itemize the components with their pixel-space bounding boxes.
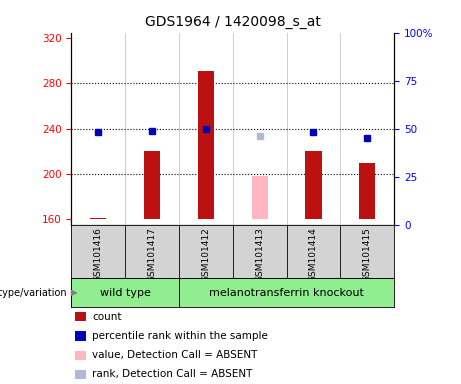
- Text: GSM101417: GSM101417: [148, 227, 157, 282]
- Text: GSM101413: GSM101413: [255, 227, 264, 282]
- Text: count: count: [92, 312, 122, 322]
- Bar: [359, 162, 375, 219]
- Bar: [144, 151, 160, 219]
- Bar: [71, 278, 179, 307]
- Bar: [305, 151, 321, 219]
- Text: GSM101412: GSM101412: [201, 227, 210, 282]
- Bar: [75, 370, 86, 379]
- Text: genotype/variation: genotype/variation: [0, 288, 67, 298]
- Text: value, Detection Call = ABSENT: value, Detection Call = ABSENT: [92, 350, 258, 360]
- Text: wild type: wild type: [100, 288, 151, 298]
- Bar: [75, 331, 86, 341]
- Text: GSM101414: GSM101414: [309, 227, 318, 282]
- Text: GSM101416: GSM101416: [94, 227, 103, 282]
- Bar: [90, 218, 106, 219]
- Bar: [252, 176, 268, 219]
- Text: percentile rank within the sample: percentile rank within the sample: [92, 331, 268, 341]
- Bar: [75, 351, 86, 360]
- Title: GDS1964 / 1420098_s_at: GDS1964 / 1420098_s_at: [145, 15, 321, 29]
- Text: GSM101415: GSM101415: [363, 227, 372, 282]
- Bar: [179, 278, 394, 307]
- Text: rank, Detection Call = ABSENT: rank, Detection Call = ABSENT: [92, 369, 253, 379]
- Text: melanotransferrin knockout: melanotransferrin knockout: [209, 288, 364, 298]
- Bar: [75, 312, 86, 321]
- Bar: [198, 71, 214, 219]
